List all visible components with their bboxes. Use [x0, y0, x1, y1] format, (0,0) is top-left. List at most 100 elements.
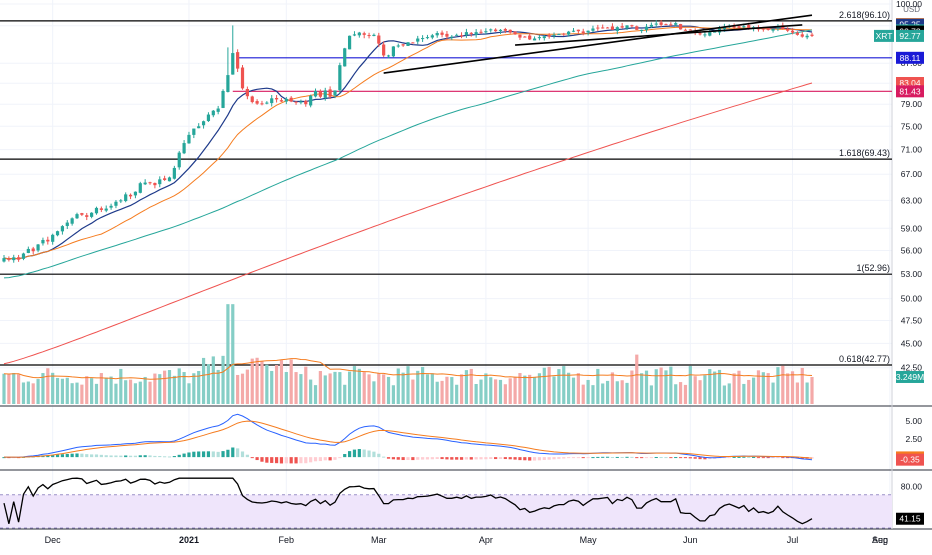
- candle-body-150: [732, 26, 736, 28]
- macd-histogram-59: [289, 457, 293, 464]
- candle-body-44: [216, 108, 220, 112]
- volume-bar-34: [167, 370, 172, 404]
- macd-histogram-45: [221, 451, 225, 458]
- candle-body-90: [440, 32, 444, 35]
- price-tag-4-bg: [896, 29, 924, 42]
- macd-histogram-35: [172, 456, 176, 458]
- candle-body-55: [270, 98, 274, 104]
- macd-histogram-143: [698, 457, 702, 460]
- macd-tag-1-bg: [896, 453, 924, 466]
- volume-bar-50: [245, 369, 249, 404]
- volume-bar-64: [313, 385, 318, 404]
- candle-body-148: [722, 26, 726, 30]
- volume-bar-153: [747, 379, 751, 404]
- symbol-tag: XRT: [876, 31, 893, 41]
- macd-histogram-136: [664, 457, 668, 459]
- volume-bar-42: [206, 364, 211, 404]
- candle-body-137: [669, 24, 673, 26]
- candle-body-146: [713, 31, 717, 33]
- volume-bar-60: [294, 372, 298, 404]
- price-tick-9: 59.00: [901, 223, 923, 233]
- macd-histogram-31: [153, 455, 157, 458]
- candle-body-107: [523, 36, 527, 38]
- volume-bar-102: [498, 379, 503, 404]
- macd-histogram-107: [523, 457, 527, 461]
- candle-body-23: [114, 201, 118, 206]
- volume-bar-80: [391, 385, 395, 404]
- level-label-1: 1.618(69.43): [839, 148, 890, 158]
- macd-histogram-18: [90, 454, 94, 458]
- macd-histogram-134: [654, 457, 658, 459]
- trendline-0: [383, 14, 813, 74]
- volume-bar-53: [260, 361, 264, 404]
- macd-histogram-14: [70, 453, 74, 458]
- volume-bar-160: [781, 365, 785, 404]
- candle-body-9: [46, 239, 50, 242]
- volume-bar-93: [455, 384, 459, 404]
- candle-body-66: [323, 90, 327, 98]
- macd-histogram-81: [396, 457, 400, 460]
- volume-bar-147: [717, 369, 722, 404]
- macd-histogram-82: [401, 457, 405, 461]
- volume-bar-152: [742, 383, 746, 404]
- volume-bar-131: [640, 373, 644, 404]
- candle-body-89: [435, 33, 439, 36]
- time-label-1: 2021: [179, 535, 199, 545]
- candle-body-64: [313, 90, 318, 97]
- candle-body-101: [494, 29, 498, 32]
- macd-histogram-120: [586, 457, 590, 459]
- volume-bar-61: [299, 374, 303, 404]
- volume-bar-143: [698, 380, 702, 404]
- volume-bar-120: [586, 379, 590, 404]
- candle-body-141: [688, 29, 692, 31]
- macd-histogram-111: [542, 457, 546, 460]
- time-label-3: Mar: [371, 535, 387, 545]
- volume-bar-124: [605, 380, 610, 404]
- macd-histogram-42: [206, 451, 211, 458]
- candle-body-74: [362, 33, 366, 35]
- volume-bar-54: [265, 364, 269, 404]
- macd-histogram-99: [484, 457, 488, 460]
- macd-histogram-151: [737, 456, 741, 458]
- macd-histogram-98: [479, 457, 483, 460]
- price-tick-11: 53.00: [901, 269, 923, 279]
- ma-line-200: [3, 82, 813, 365]
- macd-histogram-96: [469, 457, 473, 460]
- volume-bar-69: [338, 372, 342, 404]
- volume-bar-36: [177, 368, 181, 404]
- volume-bar-110: [537, 373, 542, 404]
- volume-tag: 3.249M: [896, 372, 924, 382]
- candle-body-45: [221, 90, 225, 108]
- volume-bar-46: [226, 304, 230, 404]
- macd-histogram-28: [138, 455, 142, 458]
- macd-histogram-16: [80, 453, 84, 458]
- volume-bar-10: [51, 372, 55, 404]
- volume-bar-29: [143, 376, 147, 404]
- candle-body-21: [104, 208, 108, 211]
- macd-histogram-126: [615, 456, 619, 458]
- candle-body-166: [810, 34, 814, 36]
- volume-bar-57: [279, 360, 284, 404]
- price-tag-6: 83.04: [899, 78, 921, 88]
- macd-histogram-10: [51, 454, 55, 458]
- macd-histogram-130: [635, 457, 639, 459]
- price-tag-7: 81.43: [899, 86, 921, 96]
- volume-bar-73: [357, 368, 361, 404]
- volume-bar-146: [713, 371, 717, 404]
- volume-bar-135: [659, 367, 663, 404]
- price-tag-4: 92.77: [899, 31, 921, 41]
- candle-body-31: [153, 182, 157, 186]
- price-tags: 95.3895.2593.9893.7292.7788.1183.0481.43…: [874, 18, 924, 525]
- level-label-0: 2.618(96.10): [839, 10, 890, 20]
- trendlines: [383, 14, 813, 74]
- volume-bar-154: [751, 377, 756, 404]
- candle-body-164: [800, 34, 804, 37]
- candle-body-98: [479, 31, 483, 33]
- price-tick-10: 56.00: [901, 245, 923, 255]
- volume-bar-19: [94, 383, 99, 404]
- candle-body-163: [795, 32, 799, 35]
- volume-bar-62: [304, 366, 308, 404]
- candle-body-26: [128, 194, 133, 197]
- volume-bar-157: [766, 373, 770, 404]
